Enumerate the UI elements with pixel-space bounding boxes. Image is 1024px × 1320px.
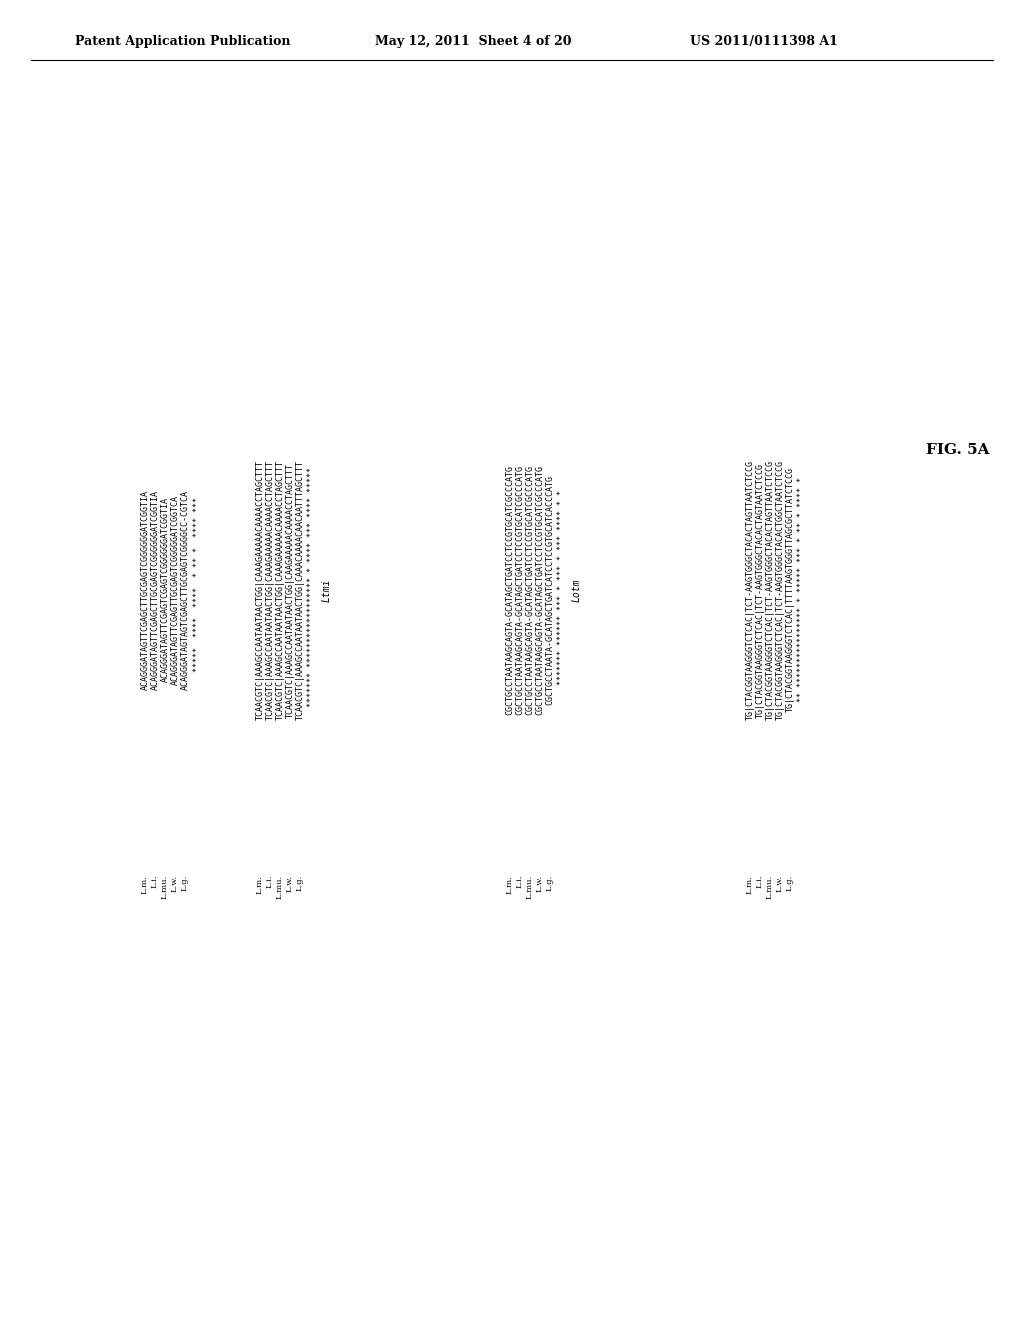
Text: ACAGGGATAGTTCGAGTCGAGTCGGGGGGATCGGTIA: ACAGGGATAGTTCGAGTCGAGTCGGGGGGATCGGTIA — [161, 498, 170, 682]
Text: L.mu.: L.mu. — [766, 875, 774, 899]
Text: CGCTGCCTAATAAGCAGTA-GCATAGCTGATCCTCCGTGCATCGCCCATG: CGCTGCCTAATAAGCAGTA-GCATAGCTGATCCTCCGTGC… — [525, 465, 535, 715]
Text: L.w.: L.w. — [286, 875, 294, 892]
Text: TG|CTACGGTAAGGGTCTCAC|TCT-AAGTGGGCTACACTAGTTAATCTCCG: TG|CTACGGTAAGGGTCTCAC|TCT-AAGTGGGCTACACT… — [745, 459, 755, 719]
Text: L.w.: L.w. — [536, 875, 544, 892]
Text: Ltmi: Ltmi — [322, 578, 332, 602]
Text: TG|CTACGGTAAGGGTCTCAC|TTTTAAGTGGGTTAGCGCTTATCTCCG: TG|CTACGGTAAGGGTCTCAC|TTTTAAGTGGGTTAGCGC… — [785, 467, 795, 713]
Text: TCAACGTC|AAAGCCAATAATAACTGG|CAAACAAAACAACAATTTAGCTTT: TCAACGTC|AAAGCCAATAATAACTGG|CAAACAAAACAA… — [296, 459, 304, 719]
Text: L.m.: L.m. — [506, 875, 514, 894]
Text: L.mu.: L.mu. — [161, 875, 169, 899]
Text: TCAACGTC|AAAGCCAATAATAACTGG|CAAAGAAAAACAAAACCTAGCTTT: TCAACGTC|AAAGCCAATAATAACTGG|CAAAGAAAAACA… — [256, 459, 264, 719]
Text: L.i.: L.i. — [266, 875, 274, 888]
Text: ******* ****** *** * *** * *** **** * *: ******* ****** *** * *** * *** **** * * — [557, 490, 566, 690]
Text: ACAGGGATAGTAGTCGAGCTTGCGAGTCGGGGCC-CGTCA: ACAGGGATAGTAGTCGAGCTTGCGAGTCGGGGCC-CGTCA — [180, 490, 189, 690]
Text: US 2011/0111398 A1: US 2011/0111398 A1 — [690, 36, 838, 49]
Text: ** **************** * ***** *** * ** * **** *: ** **************** * ***** *** * ** * *… — [798, 478, 807, 702]
Text: ******* ****************** * **** *** **** *****: ******* ****************** * **** *** **… — [307, 467, 316, 713]
Text: L.w.: L.w. — [171, 875, 179, 892]
Text: ACAGGGATAGTTCGAGCTTGCGAGTCGGGGGGATCGGTIA: ACAGGGATAGTTCGAGCTTGCGAGTCGGGGGGATCGGTIA — [151, 490, 160, 690]
Text: L.i.: L.i. — [516, 875, 524, 888]
Text: L.g.: L.g. — [296, 875, 304, 891]
Text: L.mu.: L.mu. — [276, 875, 284, 899]
Text: L.w.: L.w. — [776, 875, 784, 892]
Text: TG|CTACGGTAAGGGTCTCAC|TCT-AAGTGGGCTACACTAGTAATCTCCG: TG|CTACGGTAAGGGTCTCAC|TCT-AAGTGGGCTACACT… — [756, 462, 765, 718]
Text: L.mu.: L.mu. — [526, 875, 534, 899]
Text: L.g.: L.g. — [181, 875, 189, 891]
Text: Lotm: Lotm — [572, 578, 582, 602]
Text: TCAACGTC|AAAGCCAATAATAACTGG|CAAGAAAAACAAAACCTAGCTTT: TCAACGTC|AAAGCCAATAATAACTGG|CAAGAAAAACAA… — [286, 462, 295, 718]
Text: Patent Application Publication: Patent Application Publication — [75, 36, 291, 49]
Text: TG|CTACGGTAAGGGTCTCAC|TCT-AAGTGGGCTACACTGGCTAATCTCCG: TG|CTACGGTAAGGGTCTCAC|TCT-AAGTGGGCTACACT… — [775, 459, 784, 719]
Text: L.m.: L.m. — [141, 875, 150, 894]
Text: CGCTGCCTAATAAGCAGTA-GCATAGCTGATCCTCCGTGCATCGCCCATG: CGCTGCCTAATAAGCAGTA-GCATAGCTGATCCTCCGTGC… — [536, 465, 545, 715]
Text: May 12, 2011  Sheet 4 of 20: May 12, 2011 Sheet 4 of 20 — [375, 36, 571, 49]
Text: L.g.: L.g. — [546, 875, 554, 891]
Text: L.i.: L.i. — [151, 875, 159, 888]
Text: TG|CTACGGTAAGGGTCTCAC|TCT-AAGTGGGCTACACTAGTTAATCTCCG: TG|CTACGGTAAGGGTCTCAC|TCT-AAGTGGGCTACACT… — [766, 459, 774, 719]
Text: FIG. 5A: FIG. 5A — [927, 444, 990, 457]
Text: ACAGGGATAGTTCGAGCTTGCGAGTCGGGGGGATCGGTIA: ACAGGGATAGTTCGAGCTTGCGAGTCGGGGGGATCGGTIA — [140, 490, 150, 690]
Text: *****  ****  ****  * ** *  **** ***: ***** **** **** * ** * **** *** — [193, 498, 202, 682]
Text: TCAACGTC|AAAGCCAATAATAACTGG|CAAAGAAAAACAAAACCTAGCTTT: TCAACGTC|AAAGCCAATAATAACTGG|CAAAGAAAAACA… — [265, 459, 274, 719]
Text: CGCTGCCTAATAAGCAGTA-GCATAGCTGATCCTCCGTGCATCGCCCATG: CGCTGCCTAATAAGCAGTA-GCATAGCTGATCCTCCGTGC… — [506, 465, 514, 715]
Text: L.i.: L.i. — [756, 875, 764, 888]
Text: CGCTGCCTAATAAGCAGTA-GCATAGCTGATCCTCCGTGCATCGCCCATG: CGCTGCCTAATAAGCAGTA-GCATAGCTGATCCTCCGTGC… — [515, 465, 524, 715]
Text: TCAACGTC|AAAGCCAATAATAACTGG|CAAAGAAAAACAAAACCTAGCTTT: TCAACGTC|AAAGCCAATAATAACTGG|CAAAGAAAAACA… — [275, 459, 285, 719]
Text: L.g.: L.g. — [786, 875, 794, 891]
Text: ACAGGGATAGTTCGAGTTGCGAGTCGGGGGATCGGTCA: ACAGGGATAGTTCGAGTTGCGAGTCGGGGGATCGGTCA — [171, 495, 179, 685]
Text: CGCTGCCTAATA-GCATAGCTGATCATCCTCCGTGCATCACCCATG: CGCTGCCTAATA-GCATAGCTGATCATCCTCCGTGCATCA… — [546, 475, 555, 705]
Text: L.m.: L.m. — [746, 875, 754, 894]
Text: L.m.: L.m. — [256, 875, 264, 894]
